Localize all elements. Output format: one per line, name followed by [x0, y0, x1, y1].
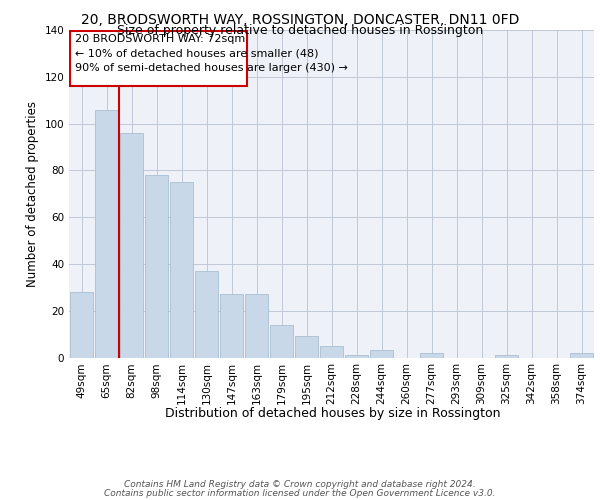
Bar — [420, 353, 443, 358]
Bar — [245, 294, 268, 358]
Text: 20 BRODSWORTH WAY: 72sqm
← 10% of detached houses are smaller (48)
90% of semi-d: 20 BRODSWORTH WAY: 72sqm ← 10% of detach… — [75, 34, 348, 73]
Bar — [570, 353, 593, 358]
Bar — [145, 175, 168, 358]
Bar — [120, 133, 143, 358]
Bar — [220, 294, 243, 358]
Text: Contains public sector information licensed under the Open Government Licence v3: Contains public sector information licen… — [104, 488, 496, 498]
Bar — [295, 336, 318, 357]
Text: Contains HM Land Registry data © Crown copyright and database right 2024.: Contains HM Land Registry data © Crown c… — [124, 480, 476, 489]
Bar — [370, 350, 393, 358]
Bar — [195, 271, 218, 358]
Bar — [270, 325, 293, 358]
Y-axis label: Number of detached properties: Number of detached properties — [26, 101, 39, 287]
Bar — [170, 182, 193, 358]
Bar — [70, 292, 93, 358]
Bar — [95, 110, 118, 358]
Bar — [345, 355, 368, 358]
Bar — [320, 346, 343, 358]
Text: 20, BRODSWORTH WAY, ROSSINGTON, DONCASTER, DN11 0FD: 20, BRODSWORTH WAY, ROSSINGTON, DONCASTE… — [81, 12, 519, 26]
FancyBboxPatch shape — [70, 31, 247, 86]
Bar — [495, 355, 518, 358]
Text: Size of property relative to detached houses in Rossington: Size of property relative to detached ho… — [117, 24, 483, 37]
Text: Distribution of detached houses by size in Rossington: Distribution of detached houses by size … — [165, 408, 501, 420]
